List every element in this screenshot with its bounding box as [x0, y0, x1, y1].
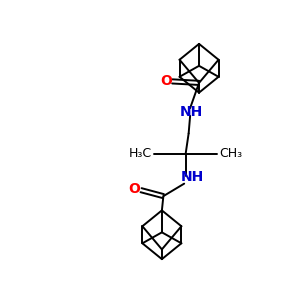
- Text: NH: NH: [181, 170, 204, 184]
- Text: O: O: [129, 182, 140, 196]
- Text: NH: NH: [180, 105, 203, 119]
- Text: O: O: [160, 74, 172, 88]
- Text: H₃C: H₃C: [129, 147, 152, 160]
- Text: CH₃: CH₃: [220, 147, 243, 160]
